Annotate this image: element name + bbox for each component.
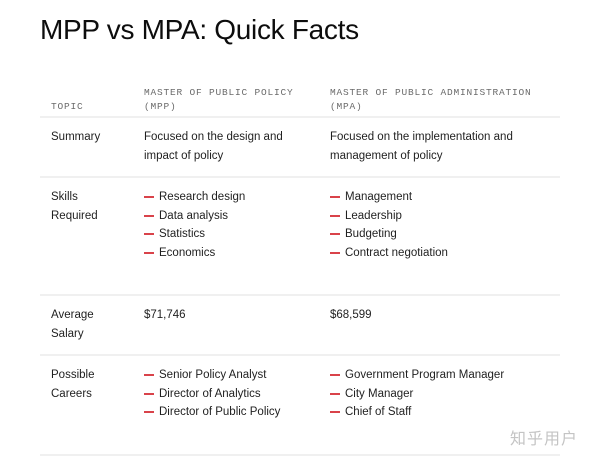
mpa-skills-list: Management Leadership Budgeting Contract… — [330, 188, 560, 262]
dash-icon — [144, 251, 154, 254]
dash-icon — [330, 374, 340, 377]
dash-icon — [330, 233, 340, 236]
dash-icon — [330, 251, 340, 254]
list-item: Contract negotiation — [330, 244, 560, 263]
list-item: Research design — [144, 188, 330, 207]
list-item: City Manager — [330, 385, 560, 404]
table-row-skills: Skills Required Research design Data ana… — [40, 178, 560, 296]
mpp-careers-list: Senior Policy Analyst Director of Analyt… — [144, 366, 330, 422]
topic-cell: Skills Required — [51, 191, 98, 222]
dash-icon — [144, 392, 154, 395]
topic-cell: Average Salary — [51, 309, 94, 340]
mpa-careers-list: Government Program Manager City Manager … — [330, 366, 560, 422]
header-mpa: Master of Public Administration (MPA) — [330, 87, 532, 112]
table-header: Topic Master of Public Policy (MPP) Mast… — [40, 72, 560, 118]
facts-table: Topic Master of Public Policy (MPP) Mast… — [40, 72, 560, 456]
header-topic: Topic — [51, 101, 84, 112]
watermark: 知乎用户 — [510, 429, 579, 448]
dash-icon — [144, 233, 154, 236]
list-item: Senior Policy Analyst — [144, 366, 330, 385]
mpp-cell: Research design Data analysis Statistics… — [144, 188, 330, 294]
list-item: Economics — [144, 244, 330, 263]
table-row-careers: Possible Careers Senior Policy Analyst D… — [40, 356, 560, 456]
list-item: Data analysis — [144, 207, 330, 226]
dash-icon — [144, 374, 154, 377]
list-item: Leadership — [330, 207, 560, 226]
list-item: Management — [330, 188, 560, 207]
list-item: Government Program Manager — [330, 366, 560, 385]
mpa-cell: Management Leadership Budgeting Contract… — [330, 188, 560, 294]
mpp-cell: Focused on the design and impact of poli… — [144, 131, 283, 162]
header-mpp: Master of Public Policy (MPP) — [144, 87, 294, 112]
table-row-salary: Average Salary $71,746 $68,599 — [40, 296, 560, 356]
list-item: Budgeting — [330, 225, 560, 244]
mpp-cell: $71,746 — [144, 309, 186, 321]
mpp-cell: Senior Policy Analyst Director of Analyt… — [144, 366, 330, 454]
mpa-cell: $68,599 — [330, 309, 372, 321]
mpp-skills-list: Research design Data analysis Statistics… — [144, 188, 330, 262]
list-item: Statistics — [144, 225, 330, 244]
dash-icon — [330, 196, 340, 199]
dash-icon — [144, 214, 154, 217]
dash-icon — [144, 411, 154, 414]
list-item: Director of Analytics — [144, 385, 330, 404]
dash-icon — [330, 214, 340, 217]
table-row-summary: Summary Focused on the design and impact… — [40, 118, 560, 178]
dash-icon — [330, 411, 340, 414]
topic-cell: Summary — [51, 131, 101, 143]
list-item: Chief of Staff — [330, 403, 560, 422]
dash-icon — [330, 392, 340, 395]
topic-cell: Possible Careers — [51, 369, 95, 400]
dash-icon — [144, 196, 154, 199]
mpa-cell: Focused on the implementation and manage… — [330, 131, 513, 162]
mpa-cell: Government Program Manager City Manager … — [330, 366, 560, 454]
list-item: Director of Public Policy — [144, 403, 330, 422]
page-title: MPP vs MPA: Quick Facts — [40, 14, 359, 45]
